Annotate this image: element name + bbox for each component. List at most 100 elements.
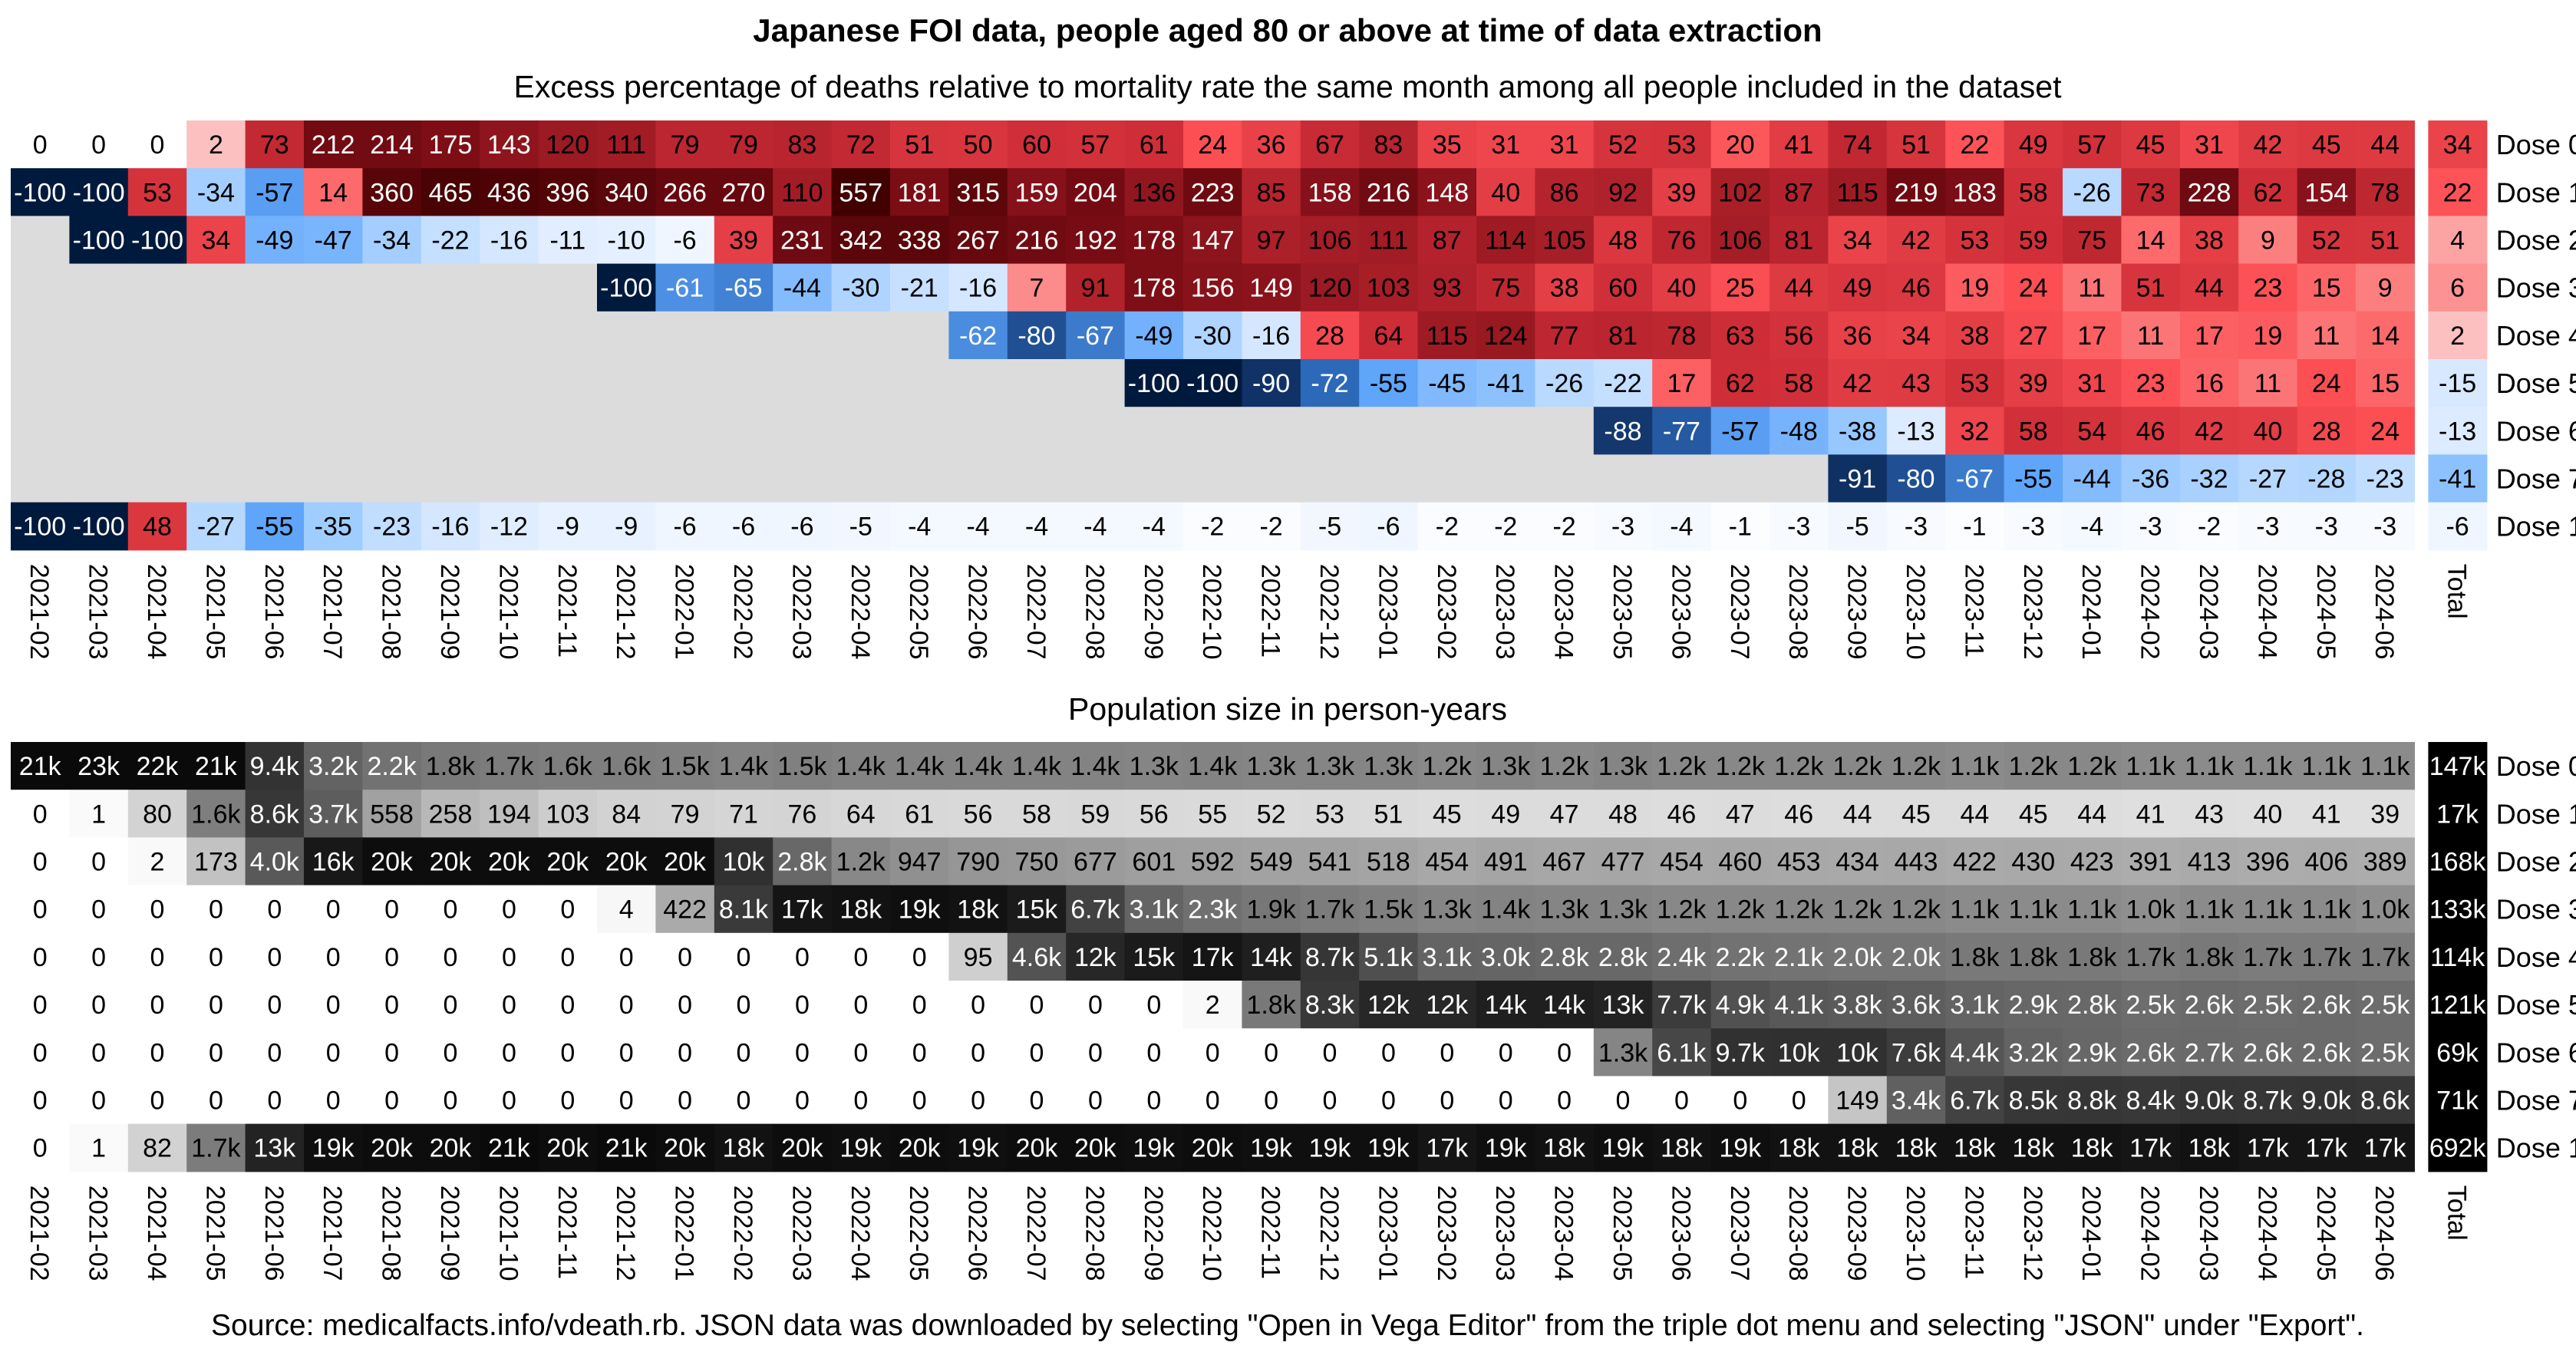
- heatmap-cell: [890, 1123, 949, 1172]
- heatmap-row: 0 0 0 0 0 0 0 0 0 0 0 0 0 0 0 0 95 4.6k 12k 15k 17k 14k 8.7k 5.…: [11, 932, 2488, 981]
- heatmap-row: 0 0 0 0 0 0 0 0 0 0 0 0 0 0 0 0 0 0 0 0 0 0 0 0 0 0 0 0 0 0 0 149 3.4k 6.…: [11, 1076, 2488, 1125]
- x-tick-label: 2023-09: [1842, 1185, 1872, 1281]
- heatmap-cell: [2238, 1076, 2298, 1125]
- cell-label: 790: [956, 848, 1000, 877]
- cell-label: 0: [795, 1038, 810, 1067]
- row-label: Dose 7: [2496, 1085, 2576, 1116]
- cell-label: 14k: [1250, 943, 1293, 972]
- cell-label: 2.6k: [2243, 1038, 2293, 1067]
- heatmap-cell: [480, 454, 539, 503]
- cell-label: 0: [853, 1087, 868, 1116]
- heatmap-cell: [2004, 502, 2063, 551]
- cell-label: 58: [2019, 178, 2048, 207]
- cell-label: 45: [2019, 800, 2048, 829]
- heatmap-cell: [655, 1076, 715, 1125]
- cell-label: 0: [1323, 1038, 1337, 1067]
- cell-label: 97: [1257, 226, 1286, 256]
- x-tick-label: 2022-06: [963, 1185, 992, 1281]
- x-tick-label: 2022-03: [787, 564, 816, 660]
- cell-label: 422: [663, 895, 707, 925]
- cell-label: 55: [1198, 800, 1227, 829]
- heatmap-cell: [2297, 168, 2357, 216]
- cell-label: 178: [1132, 226, 1176, 256]
- cell-label: 0: [1440, 1087, 1454, 1116]
- x-tick-label: 2023-08: [1783, 564, 1812, 660]
- x-tick-label: 2023-04: [1549, 564, 1578, 660]
- heatmap-cell: [2297, 790, 2357, 838]
- cell-label: -100: [73, 226, 125, 256]
- heatmap-cell: [245, 742, 305, 790]
- heatmap-cell: [69, 742, 129, 790]
- heatmap-cell: [1652, 168, 1712, 216]
- cell-label: 7: [1030, 274, 1044, 303]
- heatmap-cell: [127, 742, 187, 790]
- cell-label: 36: [1257, 130, 1286, 160]
- cell-label: 31: [1550, 130, 1579, 160]
- cell-label: 9: [2261, 226, 2275, 256]
- total-cell: [2428, 407, 2488, 455]
- cell-label: 27: [2019, 322, 2048, 351]
- cell-label: 0: [1499, 1038, 1513, 1067]
- cell-label: -3: [1611, 513, 1634, 542]
- heatmap-cell: [1007, 837, 1067, 886]
- cell-label: 51: [1901, 130, 1931, 160]
- heatmap-cell: [186, 742, 246, 790]
- total-label: 17k: [2436, 800, 2479, 829]
- cell-label: 83: [787, 130, 816, 160]
- cell-label: 17: [1667, 369, 1696, 398]
- heatmap-cell: [1007, 1028, 1067, 1077]
- cell-label: 19: [2253, 322, 2282, 351]
- heatmap-cell: [1183, 1076, 1242, 1125]
- heatmap-cell: [2179, 120, 2239, 169]
- cell-label: 360: [370, 178, 414, 207]
- cell-label: 17k: [2305, 1134, 2348, 1163]
- cell-label: 54: [2077, 417, 2106, 446]
- cell-label: 20: [1726, 130, 1755, 160]
- cell-label: 0: [1206, 1038, 1220, 1067]
- heatmap-cell: [714, 454, 773, 503]
- heatmap-cell: [1300, 359, 1360, 407]
- cell-label: -80: [1018, 322, 1055, 351]
- heatmap-cell: [2238, 885, 2298, 934]
- heatmap-cell: [1710, 932, 1770, 981]
- cell-label: -6: [673, 226, 696, 256]
- heatmap-cell: [11, 837, 70, 886]
- heatmap-cell: [1710, 1123, 1770, 1172]
- cell-label: 19k: [1602, 1134, 1645, 1163]
- heatmap-cell: [948, 502, 1008, 551]
- heatmap-cell: [1476, 263, 1535, 312]
- heatmap-cell: [1417, 263, 1477, 312]
- cell-label: 0: [1674, 1087, 1689, 1116]
- cell-label: 114: [1485, 226, 1526, 256]
- excess-chart-title: Excess percentage of deaths relative to …: [513, 69, 2062, 104]
- heatmap-cell: [1007, 407, 1067, 455]
- heatmap-cell: [1007, 216, 1067, 265]
- x-tick-label: 2024-02: [2136, 1185, 2165, 1281]
- cell-label: 1.1k: [2185, 895, 2235, 925]
- cell-label: 1.1k: [2243, 895, 2293, 925]
- cell-label: 62: [2253, 178, 2282, 207]
- heatmap-cell: [948, 981, 1008, 1029]
- heatmap-cell: [1242, 790, 1301, 838]
- cell-label: 178: [1132, 274, 1176, 303]
- heatmap-cell: [421, 407, 480, 455]
- cell-label: -4: [2080, 513, 2103, 542]
- heatmap-cell: [597, 263, 656, 312]
- cell-label: -5: [1845, 513, 1869, 542]
- cell-label: 41: [1784, 130, 1813, 160]
- cell-label: 0: [1381, 1038, 1396, 1067]
- heatmap-cell: [2238, 216, 2298, 265]
- heatmap-cell: [1945, 407, 2005, 455]
- x-tick-label: 2022-02: [728, 1185, 757, 1281]
- heatmap-cell: [1535, 837, 1595, 886]
- cell-label: 1.8k: [2009, 943, 2059, 972]
- cell-label: 35: [1433, 130, 1462, 160]
- cell-label: 0: [560, 1038, 575, 1067]
- x-tick-label: 2023-02: [1432, 1185, 1461, 1281]
- cell-label: 0: [737, 943, 751, 972]
- x-tick-label: 2024-02: [2136, 564, 2165, 660]
- cell-label: 17k: [2247, 1134, 2290, 1163]
- heatmap-cell: [1828, 932, 1888, 981]
- cell-label: 173: [194, 848, 238, 877]
- heatmap-cell: [1300, 263, 1360, 312]
